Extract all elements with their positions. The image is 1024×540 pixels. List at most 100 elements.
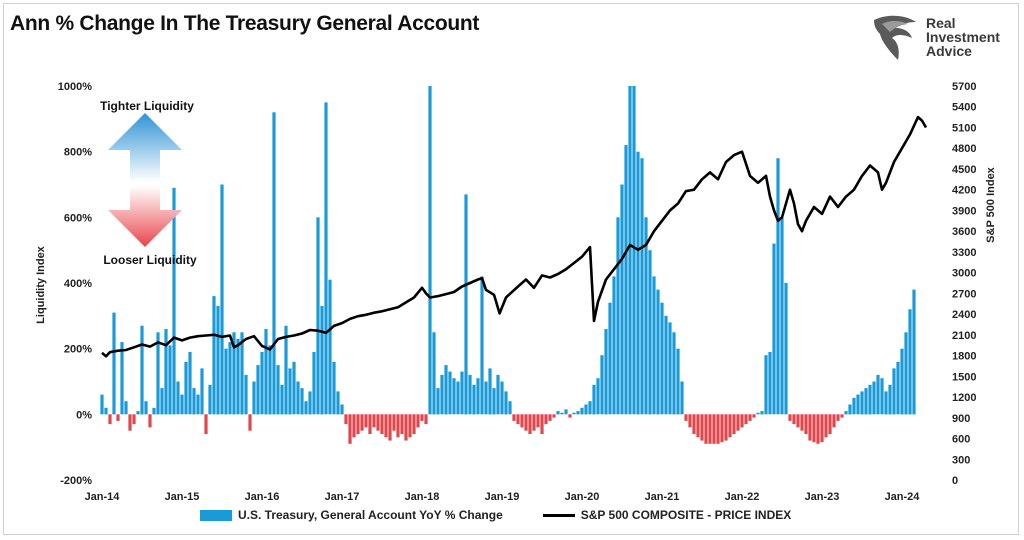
tga-bar <box>892 368 896 415</box>
tga-bar <box>484 381 488 415</box>
tga-bar <box>492 388 496 415</box>
right-tick-label: 1800 <box>952 351 976 363</box>
tga-bar <box>212 296 216 415</box>
tga-bar <box>228 342 232 415</box>
tga-bar <box>732 414 736 434</box>
tga-bar <box>428 86 432 415</box>
tga-bar <box>540 414 544 434</box>
tga-bar <box>488 368 492 415</box>
tga-bar <box>340 404 344 415</box>
tga-bar <box>776 158 780 415</box>
tga-bar <box>868 384 872 415</box>
tga-bar <box>692 414 696 434</box>
logo-line-3: Advice <box>926 43 972 59</box>
tga-bar <box>412 414 416 434</box>
tga-bar <box>564 409 568 415</box>
tga-bar <box>668 322 672 415</box>
x-tick-label: Jan-20 <box>565 491 600 503</box>
tga-bar <box>544 414 548 425</box>
right-tick-label: 5400 <box>952 102 976 114</box>
tga-bar <box>304 401 308 415</box>
logo-line-2: Investment <box>926 29 1000 45</box>
tga-bar <box>188 351 192 415</box>
right-tick-label: 4800 <box>952 143 976 155</box>
tga-bar <box>688 414 692 428</box>
tga-bar <box>520 414 524 428</box>
logo-line-1: Real <box>926 15 956 31</box>
tga-bar <box>164 329 168 415</box>
tga-bar <box>224 348 228 415</box>
legend-item-bars: U.S. Treasury, General Account YoY % Cha… <box>200 508 503 522</box>
x-tick-label: Jan-21 <box>645 491 680 503</box>
tga-bar <box>380 414 384 434</box>
tga-bar <box>504 391 508 415</box>
tga-bar <box>388 414 392 441</box>
right-tick-label: 5700 <box>952 81 976 93</box>
tga-bar <box>528 414 532 434</box>
left-tick-label: -200% <box>60 475 92 487</box>
tga-bar <box>680 381 684 415</box>
x-tick-label: Jan-15 <box>165 491 200 503</box>
tga-bar <box>808 414 812 441</box>
tga-bar <box>584 404 588 415</box>
right-axis-label: S&P 500 Index <box>985 166 997 242</box>
tga-bar <box>360 414 364 431</box>
tga-bar <box>716 414 720 444</box>
tga-bar <box>112 312 116 415</box>
tga-bar <box>168 345 172 415</box>
tga-bar <box>612 276 616 415</box>
tga-bar <box>384 414 388 438</box>
tga-bar <box>784 283 788 415</box>
tga-bar <box>500 381 504 415</box>
x-tick-label: Jan-24 <box>885 491 921 503</box>
tga-bar <box>572 412 576 415</box>
tga-bar <box>288 368 292 415</box>
x-tick-label: Jan-18 <box>405 491 440 503</box>
tga-bar <box>820 414 824 443</box>
right-tick-label: 1200 <box>952 392 976 404</box>
tga-bar <box>200 368 204 415</box>
tga-bar <box>896 361 900 415</box>
tga-bar <box>376 414 380 431</box>
tga-bar <box>712 414 716 444</box>
tga-bar <box>332 361 336 415</box>
tga-bar <box>324 102 328 415</box>
tga-bar <box>120 342 124 415</box>
tga-bar <box>368 414 372 434</box>
left-tick-label: 0% <box>76 409 92 421</box>
liquidity-arrow <box>108 113 182 247</box>
tga-bar <box>536 414 540 428</box>
tga-bar <box>596 378 600 415</box>
tga-bar <box>176 381 180 415</box>
tga-bar <box>632 86 636 415</box>
eagle-head-icon <box>874 15 916 61</box>
tga-bar <box>336 391 340 415</box>
tga-bar <box>480 276 484 415</box>
tga-bar <box>208 384 212 415</box>
annotation-looser: Looser Liquidity <box>103 253 197 267</box>
tga-bar <box>824 414 828 438</box>
tga-bar <box>436 388 440 415</box>
tga-bar <box>656 289 660 415</box>
tga-bar <box>352 414 356 438</box>
tga-bar <box>308 391 312 415</box>
tga-bar <box>296 381 300 415</box>
tga-bar <box>320 306 324 415</box>
tga-bar <box>796 414 800 428</box>
looser-arrow-icon <box>108 186 182 247</box>
tga-bar <box>604 329 608 415</box>
tga-bar <box>244 374 248 415</box>
tga-bar <box>696 414 700 438</box>
tga-bar <box>284 325 288 415</box>
tga-bar <box>508 401 512 415</box>
tga-bar <box>256 365 260 415</box>
tga-bar <box>768 351 772 415</box>
tga-bar <box>404 414 408 441</box>
x-tick-label: Jan-23 <box>805 491 840 503</box>
left-tick-label: 600% <box>64 212 92 224</box>
right-tick-label: 300 <box>952 454 970 466</box>
tga-bar <box>880 378 884 415</box>
tga-bar <box>240 332 244 415</box>
tga-bar <box>772 243 776 415</box>
legend: U.S. Treasury, General Account YoY % Cha… <box>200 508 831 522</box>
